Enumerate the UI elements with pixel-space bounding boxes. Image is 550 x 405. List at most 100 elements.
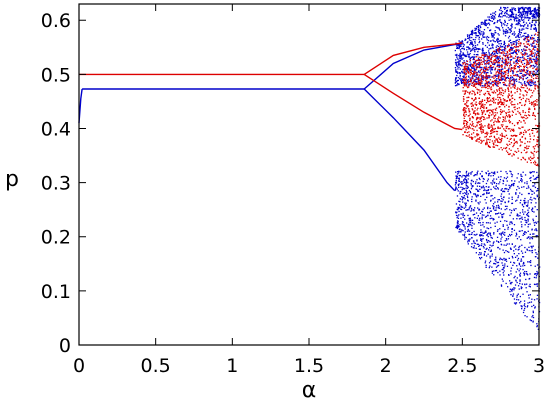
data-point	[505, 184, 507, 186]
data-point	[502, 116, 504, 118]
data-point	[532, 171, 534, 173]
data-point	[528, 98, 530, 100]
data-point	[519, 93, 521, 95]
data-point	[536, 283, 539, 285]
data-point	[508, 16, 510, 19]
data-point	[502, 231, 504, 233]
data-point	[537, 150, 539, 153]
data-point	[474, 194, 477, 196]
data-point	[527, 204, 529, 206]
data-point	[494, 62, 497, 64]
data-point	[462, 98, 465, 100]
data-point	[503, 147, 505, 149]
data-point	[459, 68, 461, 70]
data-point	[533, 299, 536, 301]
data-point	[514, 9, 517, 12]
data-point	[492, 109, 494, 111]
data-point	[486, 54, 488, 56]
data-point	[506, 100, 508, 102]
data-point	[498, 66, 500, 68]
data-point	[526, 39, 528, 41]
data-point	[536, 71, 538, 73]
data-point	[506, 32, 508, 34]
data-point	[531, 316, 533, 318]
data-point	[533, 8, 536, 10]
data-point	[535, 221, 537, 223]
data-point	[510, 137, 512, 140]
data-point	[537, 136, 539, 138]
data-point	[504, 32, 506, 34]
data-point	[456, 208, 458, 210]
data-point	[478, 48, 480, 50]
data-point	[492, 207, 495, 209]
data-point	[482, 103, 484, 105]
data-point	[479, 217, 481, 219]
data-point	[493, 115, 496, 117]
data-point	[509, 170, 511, 172]
data-point	[478, 32, 481, 34]
data-point	[468, 34, 471, 37]
data-point	[464, 90, 466, 92]
data-point	[477, 107, 479, 109]
data-point	[524, 264, 526, 267]
data-point	[473, 125, 475, 127]
data-point	[533, 276, 536, 279]
data-point	[506, 16, 508, 18]
data-point	[477, 190, 479, 192]
data-point	[482, 43, 484, 45]
data-point	[474, 103, 476, 105]
data-point	[466, 187, 469, 189]
data-point	[505, 71, 507, 74]
data-point	[536, 54, 538, 57]
data-point	[494, 30, 496, 32]
data-point	[502, 259, 504, 261]
data-point	[516, 199, 518, 201]
data-point	[504, 265, 506, 267]
data-point	[490, 135, 492, 137]
data-point	[521, 252, 524, 254]
data-point	[478, 59, 481, 61]
data-point	[511, 11, 514, 14]
data-point	[502, 98, 505, 100]
data-point	[513, 224, 516, 226]
data-point	[477, 66, 479, 68]
data-point	[531, 103, 533, 105]
x-tick-label: 3	[533, 355, 545, 377]
data-point	[534, 45, 536, 47]
data-point	[536, 143, 538, 146]
data-point	[485, 143, 487, 146]
data-point	[455, 64, 458, 67]
data-point	[521, 175, 523, 178]
data-point	[472, 137, 474, 139]
data-point	[462, 78, 464, 81]
data-point	[524, 219, 526, 221]
data-point	[502, 78, 505, 80]
data-point	[470, 63, 472, 65]
data-point	[516, 46, 518, 48]
data-point	[504, 89, 507, 91]
data-point	[480, 238, 482, 240]
data-point	[517, 196, 519, 199]
data-point	[460, 217, 462, 219]
data-point	[508, 197, 510, 199]
data-point	[497, 40, 499, 42]
data-point	[478, 97, 480, 99]
data-point	[496, 171, 499, 173]
data-point	[523, 74, 525, 76]
data-point	[498, 43, 500, 45]
data-point	[502, 15, 504, 17]
data-point	[479, 127, 481, 129]
data-point	[496, 40, 498, 42]
data-point	[493, 146, 496, 148]
data-point	[497, 246, 499, 249]
data-point	[491, 126, 493, 128]
data-point	[456, 173, 459, 175]
data-point	[484, 262, 486, 264]
data-point	[514, 57, 516, 59]
data-point	[479, 79, 481, 82]
data-point	[522, 265, 524, 267]
data-point	[475, 212, 478, 214]
data-point	[492, 55, 494, 57]
data-point	[479, 244, 481, 246]
data-point	[510, 55, 512, 57]
